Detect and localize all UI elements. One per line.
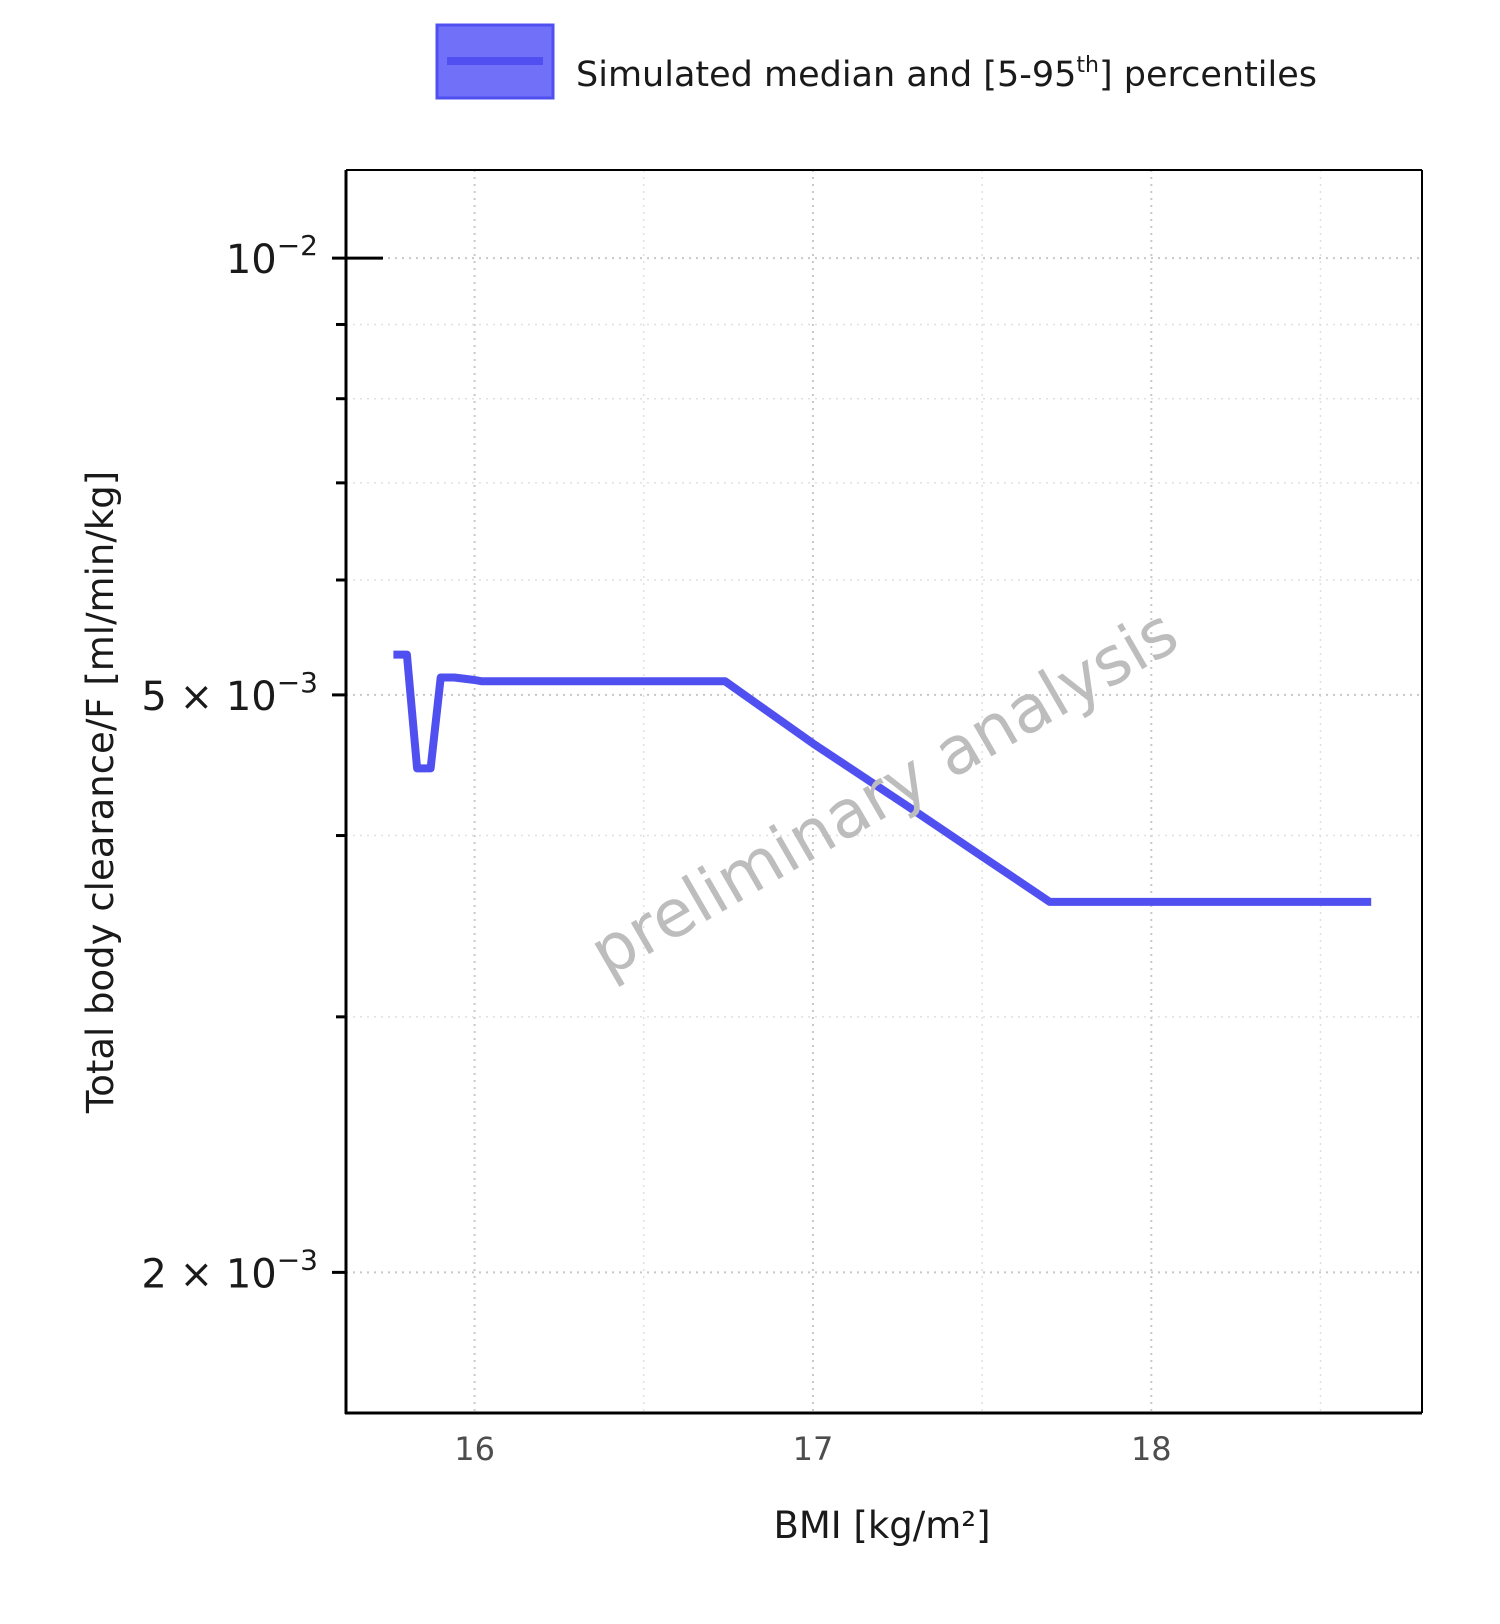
y-tick-base: 5 × 10 <box>141 674 276 720</box>
y-axis-label: Total body clearance/F [ml/min/kg] <box>79 471 122 1114</box>
x-tick-label: 18 <box>1131 1430 1172 1468</box>
y-tick-base: 10 <box>226 237 277 283</box>
x-axis-label: BMI [kg/m²] <box>773 1504 990 1547</box>
legend-label-suffix: ] percentiles <box>1099 55 1317 95</box>
y-tick-label: 2 × 10−3 <box>141 1243 318 1297</box>
x-tick-label: 17 <box>793 1430 834 1468</box>
series-line <box>393 650 1372 906</box>
legend-label-sup: th <box>1076 53 1099 78</box>
x-tick-label: 16 <box>454 1430 495 1468</box>
y-tick-exponent: −2 <box>277 229 318 262</box>
y-tick-base: 2 × 10 <box>141 1251 276 1297</box>
legend: Simulated median and [5-95th] percentile… <box>435 23 1317 100</box>
legend-label-prefix: Simulated median and [5-95 <box>576 55 1076 95</box>
data-layer <box>393 650 1372 906</box>
y-tick-label: 5 × 10−3 <box>141 666 318 720</box>
axes-layer: 10−25 × 10−32 × 10−316 17 18 <box>141 169 1423 1468</box>
y-tick-label: 10−2 <box>226 229 318 283</box>
y-tick-exponent: −3 <box>277 1243 318 1276</box>
legend-label: Simulated median and [5-95th] percentile… <box>576 53 1317 95</box>
y-tick-exponent: −3 <box>277 666 318 699</box>
